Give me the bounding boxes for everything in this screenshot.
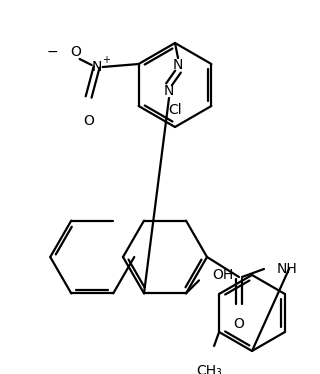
Text: N: N	[173, 58, 183, 72]
Text: CH₃: CH₃	[196, 364, 222, 374]
Text: N: N	[164, 84, 174, 98]
Text: −: −	[47, 45, 59, 59]
Text: O: O	[234, 317, 244, 331]
Text: OH: OH	[212, 269, 233, 282]
Text: NH: NH	[277, 262, 298, 276]
Text: O: O	[71, 45, 82, 59]
Text: +: +	[102, 55, 110, 65]
Text: N: N	[92, 60, 102, 74]
Text: Cl: Cl	[168, 103, 182, 117]
Text: O: O	[83, 114, 94, 128]
